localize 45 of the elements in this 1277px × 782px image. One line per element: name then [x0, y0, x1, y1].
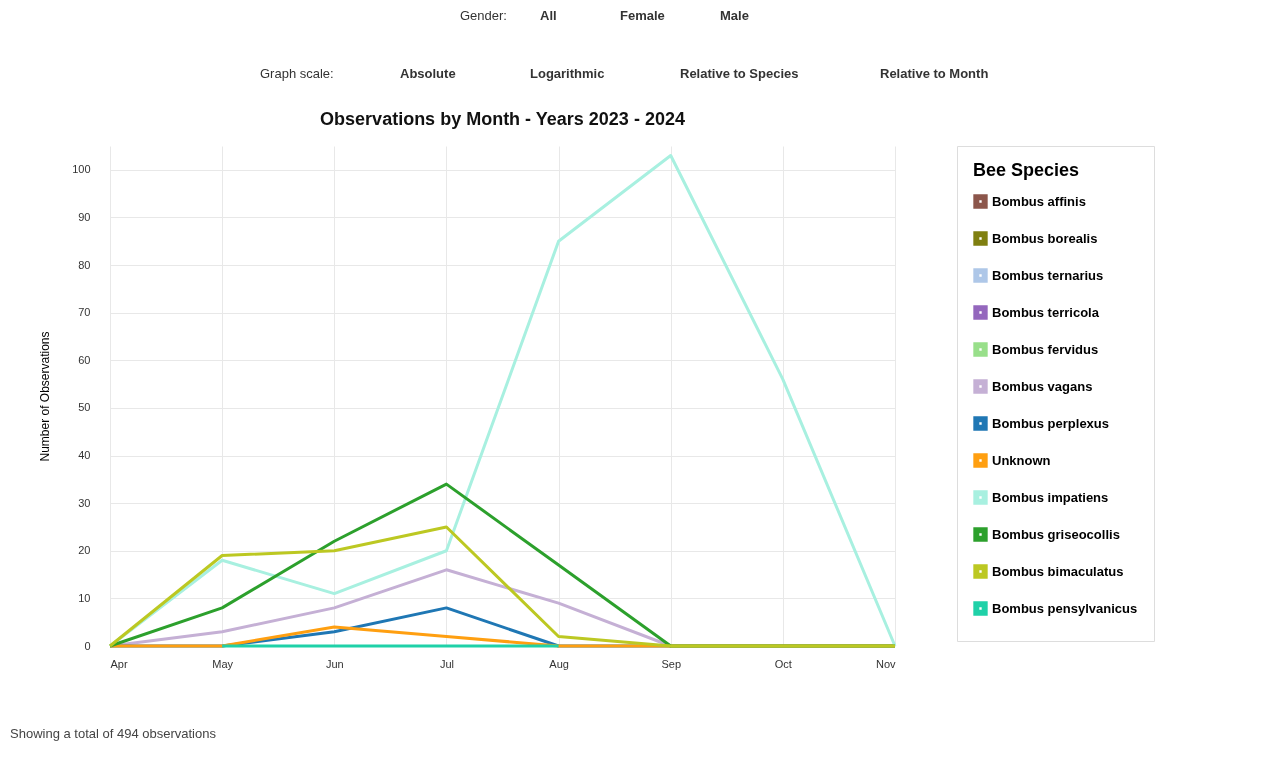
legend-label: Bombus terricola: [992, 304, 1100, 320]
legend-label: Bombus perplexus: [992, 415, 1110, 431]
y-tick-label: 50: [78, 401, 91, 414]
legend-label: Bombus affinis: [992, 193, 1086, 209]
y-tick-label: 30: [78, 496, 91, 509]
line-series: [108, 525, 897, 648]
y-tick-label: 70: [78, 306, 91, 319]
x-tick-label: Jul: [439, 657, 454, 670]
y-axis-title: Number of Observations: [38, 331, 53, 462]
legend-label: Unknown: [992, 452, 1051, 468]
legend-label: Bombus ternarius: [992, 267, 1104, 283]
legend-label: Bombus vagans: [992, 378, 1093, 394]
legend-label: Bombus griseocollis: [992, 526, 1120, 542]
text: Gender:: [460, 8, 507, 23]
text: Absolute: [400, 66, 456, 81]
y-tick-label: 40: [78, 449, 91, 462]
text: Showing a total of 494 observations: [10, 726, 217, 741]
chart-title: Observations by Month - Years 2023 - 2024: [320, 109, 685, 129]
legend-title: Bee Species: [973, 160, 1080, 180]
x-tick-label: Nov: [875, 657, 896, 670]
y-tick-label: 100: [72, 163, 91, 176]
x-tick-label: Jun: [325, 657, 344, 670]
y-tick-label: 90: [78, 210, 91, 223]
x-tick-label: Sep: [661, 657, 681, 670]
x-tick-label: Aug: [549, 657, 569, 670]
x-tick-label: May: [212, 657, 234, 670]
y-tick-label: 20: [78, 544, 91, 557]
y-tick-label: 0: [84, 639, 91, 652]
y-tick-label: 80: [78, 258, 91, 271]
y-tick-label: 60: [78, 353, 91, 366]
legend-label: Bombus bimaculatus: [992, 563, 1124, 579]
text: Male: [720, 8, 749, 23]
x-tick-label: Oct: [774, 657, 792, 670]
text: Logarithmic: [530, 66, 605, 81]
x-tick-label: Apr: [110, 657, 128, 670]
text: Relative to Month: [880, 66, 989, 81]
text: Relative to Species: [680, 66, 799, 81]
text: Graph scale:: [260, 66, 334, 81]
legend-label: Bombus impatiens: [992, 489, 1109, 505]
legend-label: Bombus borealis: [992, 230, 1098, 246]
text: All: [540, 8, 557, 23]
y-tick-label: 10: [78, 591, 91, 604]
legend-label: Bombus fervidus: [992, 341, 1099, 357]
text: Female: [620, 8, 665, 23]
legend-label: Bombus pensylvanicus: [992, 600, 1138, 616]
